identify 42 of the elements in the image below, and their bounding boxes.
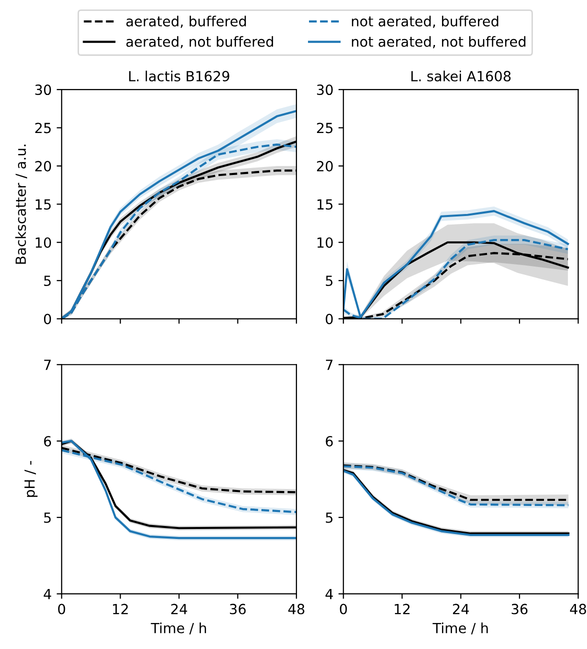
x-tick-label: 0: [58, 604, 66, 614]
y-tick-label: 20: [35, 160, 51, 172]
x-tick-label: 24: [452, 604, 469, 614]
x-tick-label: 36: [512, 604, 528, 614]
y-tick-label: 5: [44, 512, 51, 523]
legend-label: aerated, not buffered: [126, 36, 274, 48]
x-tick-label: 24: [171, 604, 188, 614]
y-tick-label: 7: [44, 360, 51, 370]
y-tick-label: 5: [326, 512, 332, 523]
x-tick-label: 48: [570, 604, 586, 614]
y-tick-label: 10: [36, 237, 51, 248]
y-tick-label: 20: [317, 160, 333, 172]
x-tick-label: 0: [340, 604, 347, 614]
y-tick-label: 5: [326, 276, 332, 286]
y-axis-title: pH / -: [24, 461, 38, 497]
chart-title: L. sakei A1608: [411, 70, 511, 82]
y-tick-label: 5: [44, 276, 51, 286]
x-axis-title: Time / h: [432, 622, 488, 634]
y-axis-title: Backscatter / a.u.: [15, 144, 28, 264]
y-tick-label: 4: [326, 588, 333, 600]
y-tick-label: 0: [326, 314, 333, 324]
y-tick-label: 15: [36, 199, 51, 210]
x-tick-label: 12: [113, 604, 128, 614]
y-tick-label: 10: [318, 237, 333, 248]
x-tick-label: 12: [394, 604, 410, 614]
x-axis-title: Time / h: [150, 622, 206, 634]
chart-title: L. lactis B1629: [129, 70, 230, 82]
y-tick-label: 6: [44, 436, 52, 446]
x-tick-label: 36: [230, 604, 246, 614]
y-tick-label: 7: [326, 360, 332, 370]
y-tick-label: 4: [44, 588, 52, 600]
y-tick-label: 25: [317, 122, 332, 134]
y-tick-label: 15: [318, 199, 332, 210]
legend-label: not aerated, not buffered: [352, 36, 526, 48]
y-tick-label: 6: [326, 436, 333, 446]
legend-label: not aerated, buffered: [352, 16, 498, 28]
x-tick-label: 48: [288, 604, 304, 614]
legend-label: aerated, buffered: [126, 16, 246, 28]
y-tick-label: 30: [35, 84, 51, 96]
y-tick-label: 30: [317, 84, 333, 96]
y-tick-label: 0: [44, 314, 51, 324]
y-tick-label: 25: [35, 122, 51, 134]
